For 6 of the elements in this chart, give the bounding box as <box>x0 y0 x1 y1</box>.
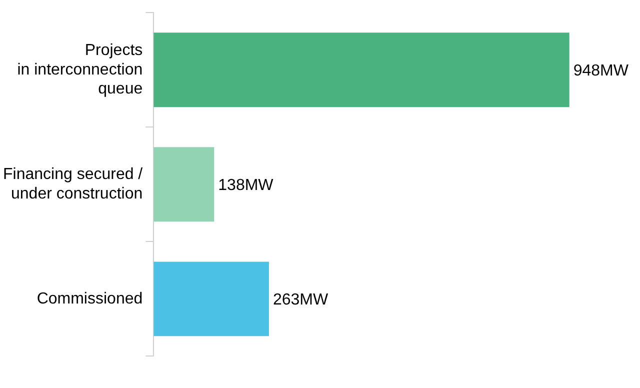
data-label: 263MW <box>272 291 329 308</box>
y-tick-label: Projects in interconnection queue <box>17 42 143 98</box>
y-tick-label: Financing secured / under construction <box>2 166 144 202</box>
y-tick-label: Commissioned <box>36 290 143 308</box>
data-label: 948MW <box>573 62 630 80</box>
data-label: 138MW <box>218 176 274 194</box>
